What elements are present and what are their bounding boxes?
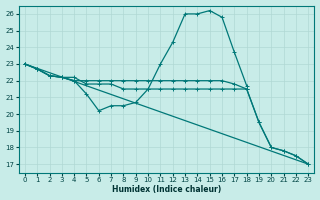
- X-axis label: Humidex (Indice chaleur): Humidex (Indice chaleur): [112, 185, 221, 194]
